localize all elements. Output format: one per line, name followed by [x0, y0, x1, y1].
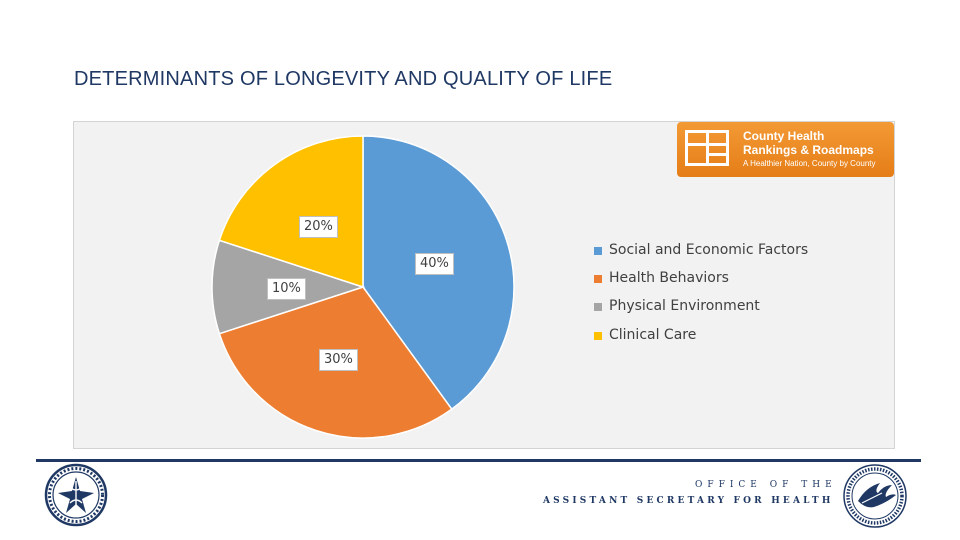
hhs-eagle-seal-icon	[843, 464, 907, 528]
data-label-clinical-care: 20%	[299, 216, 338, 238]
pie-slice-clinical-care	[218, 135, 364, 289]
data-label-physical-environment: 10%	[267, 278, 306, 300]
legend-label: Health Behaviors	[609, 270, 729, 286]
footer-divider	[36, 459, 921, 462]
logo-tagline: A Healthier Nation, County by County	[743, 159, 876, 168]
county-health-rankings-logo: County Health Rankings & Roadmaps A Heal…	[677, 122, 894, 177]
data-label-social-economic: 40%	[415, 253, 454, 275]
slide-title: DETERMINANTS OF LONGEVITY AND QUALITY OF…	[74, 68, 613, 90]
legend-swatch	[594, 303, 602, 311]
roadmap-grid-icon	[685, 130, 729, 166]
logo-name-line2: Rankings & Roadmaps	[743, 143, 874, 157]
legend-label: Physical Environment	[609, 298, 760, 314]
legend-label: Clinical Care	[609, 327, 697, 343]
legend-swatch	[594, 332, 602, 340]
legend-swatch	[594, 247, 602, 255]
public-health-service-seal-icon	[44, 463, 108, 527]
legend-label: Social and Economic Factors	[609, 242, 809, 258]
office-line2: ASSISTANT SECRETARY FOR HEALTH	[543, 496, 834, 506]
data-label-health-behaviors: 30%	[319, 349, 358, 371]
office-line1: OFFICE OF THE	[695, 480, 837, 490]
logo-name-line1: County Health	[743, 129, 825, 143]
legend-swatch	[594, 275, 602, 283]
